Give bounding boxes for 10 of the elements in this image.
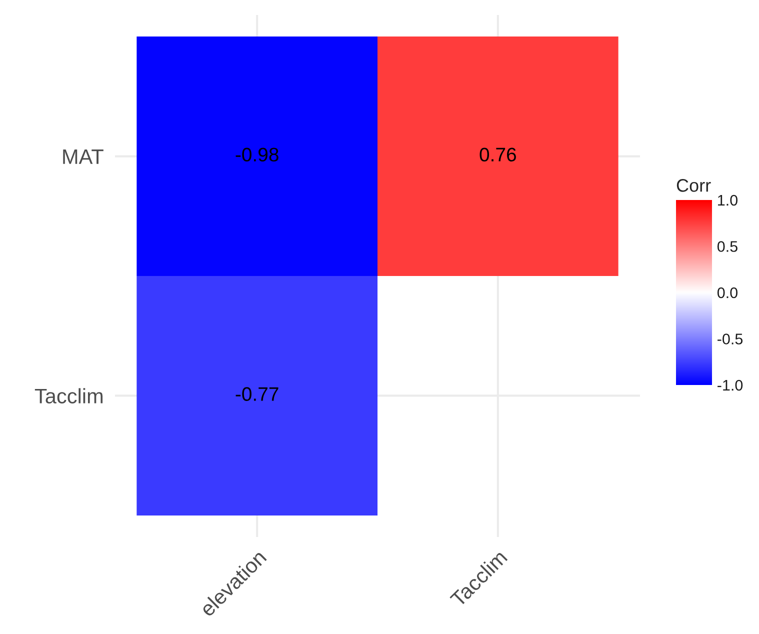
- color-bar-title: Corr: [676, 179, 711, 192]
- y-tick-label: MAT: [63, 149, 104, 164]
- color-bar-label: -0.5: [718, 334, 743, 344]
- data-label: 0.76: [480, 148, 516, 162]
- data-label: -0.77: [236, 387, 278, 401]
- color-bar-label: -1.0: [718, 380, 743, 391]
- color-bar-label: 0.5: [717, 241, 738, 252]
- data-label: -0.98: [236, 148, 278, 162]
- color-bar-label: 0.0: [717, 287, 738, 298]
- color-bar-label: 1.0: [718, 194, 738, 206]
